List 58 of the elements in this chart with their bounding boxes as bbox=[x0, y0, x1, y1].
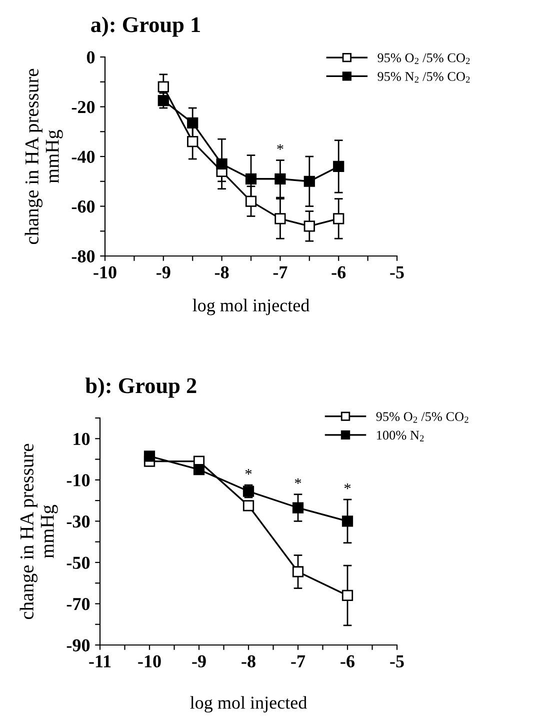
x-tick-label: -10 bbox=[138, 655, 161, 668]
y-axis-title: change in HA pressure mmHg bbox=[24, 68, 63, 244]
x-tick-label: -8 bbox=[214, 266, 229, 278]
point bbox=[216, 158, 228, 170]
point bbox=[304, 176, 315, 187]
point bbox=[158, 81, 169, 92]
point bbox=[342, 590, 354, 602]
point bbox=[342, 516, 354, 527]
annotation: * bbox=[344, 483, 351, 490]
x-axis-title: log mol injected bbox=[190, 696, 307, 713]
point bbox=[158, 94, 169, 106]
y-tick-label: -60 bbox=[72, 200, 95, 213]
x-tick-label: -7 bbox=[273, 266, 288, 278]
y-tick-label: -80 bbox=[72, 250, 95, 262]
point bbox=[245, 196, 257, 207]
y-tick-label: -50 bbox=[66, 556, 90, 569]
point bbox=[274, 173, 286, 184]
x-axis-title: log mol injected bbox=[192, 298, 310, 316]
point bbox=[144, 450, 156, 462]
y-tick-label: -30 bbox=[66, 515, 90, 528]
y-tick-label: 10 bbox=[74, 432, 90, 446]
point bbox=[187, 136, 198, 148]
legend-label: 100% N$_{2}$ bbox=[377, 430, 424, 442]
annotation: * bbox=[294, 478, 302, 484]
y-tick-label: -90 bbox=[66, 639, 90, 652]
x-tick-label: -10 bbox=[94, 266, 116, 278]
point bbox=[242, 500, 254, 512]
point bbox=[333, 213, 344, 224]
x-tick-label: -8 bbox=[242, 655, 256, 668]
point bbox=[274, 213, 286, 224]
chart-title: a): Group 1 bbox=[91, 16, 200, 37]
point bbox=[193, 464, 205, 476]
point bbox=[333, 160, 344, 172]
point bbox=[292, 566, 304, 578]
x-tick-label: -7 bbox=[291, 655, 306, 668]
y-tick-label: -40 bbox=[72, 150, 95, 163]
chart-title: b): Group 2 bbox=[85, 378, 196, 398]
x-tick-label: -9 bbox=[192, 655, 206, 668]
legend-label: 95% O$_{2}$ /5% CO$_{2}$ bbox=[376, 412, 468, 423]
y-tick-label: -20 bbox=[72, 101, 95, 114]
y-tick-label: -70 bbox=[66, 598, 90, 610]
legend-label: 95% N$_{2}$ /5% CO$_{2}$ bbox=[378, 72, 470, 83]
y-axis-title: change in HA pressure mmHg bbox=[20, 444, 58, 620]
x-tick-label: -5 bbox=[390, 266, 404, 278]
point bbox=[292, 502, 304, 514]
point bbox=[304, 220, 315, 232]
point bbox=[187, 117, 198, 128]
x-tick-label: -11 bbox=[89, 655, 111, 668]
x-tick-label: -6 bbox=[340, 655, 354, 668]
y-tick-label: 0 bbox=[86, 51, 95, 64]
x-tick-label: -5 bbox=[390, 655, 404, 668]
y-tick-label: -10 bbox=[66, 474, 90, 486]
legend-label: 95% O$_{2}$ /5% CO$_{2}$ bbox=[378, 53, 470, 64]
point bbox=[245, 173, 257, 184]
annotation: * bbox=[245, 469, 252, 475]
x-tick-label: -6 bbox=[332, 266, 346, 278]
annotation: * bbox=[277, 144, 284, 150]
x-tick-label: -9 bbox=[156, 266, 170, 278]
